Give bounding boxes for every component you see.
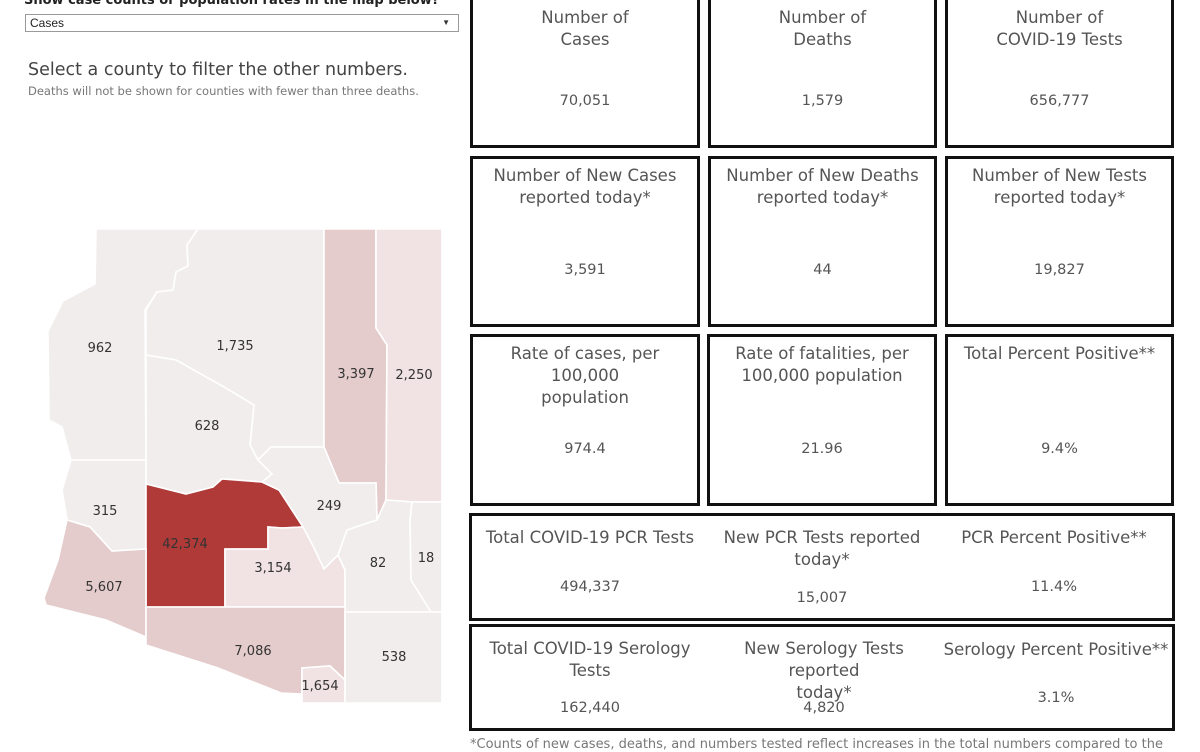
card-value: 656,777 [1029,93,1090,109]
card-value: 70,051 [559,93,611,109]
card-title: Number of COVID-19 Tests [996,8,1123,49]
card-case-rate[interactable]: Rate of cases, per 100,000 population 97… [470,334,700,506]
card-title: Total Percent Positive** [963,344,1156,363]
cell-title: Total COVID-19 Serology Tests [489,639,691,680]
cell-value: 4,820 [803,700,845,716]
county-label-greenlee: 18 [418,551,435,566]
card-title: Number of Cases [541,8,629,49]
pcr-total-tests: Total COVID-19 PCR Tests 494,337 [472,527,708,617]
county-label-santa-cruz: 1,654 [301,679,338,694]
serology-new-tests: New Serology Tests reported today* 4,820 [708,638,940,728]
county-cochise[interactable] [344,611,443,704]
county-label-apache: 2,250 [395,368,432,383]
card-title: Number of Deaths [778,8,867,49]
cell-value: 11.4% [1030,579,1078,595]
card-value: 44 [813,262,832,278]
arizona-county-map: 962 1,735 3,397 2,250 628 315 42,374 249… [43,228,443,704]
card-value: 3,591 [564,262,606,278]
county-label-maricopa: 42,374 [162,537,208,552]
cell-title: Total COVID-19 PCR Tests [485,528,695,547]
cell-value: 162,440 [560,700,620,716]
card-title: Rate of cases, per 100,000 population [510,344,660,407]
card-fatality-rate[interactable]: Rate of fatalities, per 100,000 populati… [707,334,937,506]
pcr-percent-positive: PCR Percent Positive** 11.4% [936,527,1172,617]
filter-label: Show case counts or population rates in … [24,0,440,8]
card-title: Rate of fatalities, per 100,000 populati… [735,344,909,385]
instructions-subtitle: Deaths will not be shown for counties wi… [28,84,419,98]
footnote: *Counts of new cases, deaths, and number… [470,737,1163,752]
card-title: Number of New Cases reported today* [493,166,677,207]
card-value: 1,579 [801,93,844,109]
card-new-cases[interactable]: Number of New Cases reported today* 3,59… [470,156,700,327]
county-label-mohave: 962 [88,341,113,356]
card-value: 9.4% [1041,441,1078,457]
card-value: 974.4 [564,441,606,457]
dropdown-selected-value: Cases [30,16,65,30]
card-title: Number of New Deaths reported today* [726,166,919,207]
dropdown-arrow-icon[interactable]: ▼ [442,18,450,27]
card-title: Number of New Tests reported today* [972,166,1147,207]
county-label-la-paz: 315 [93,504,118,519]
cell-value: 494,337 [560,579,620,595]
county-label-gila: 249 [317,499,342,514]
instructions-title: Select a county to filter the other numb… [28,60,408,80]
county-label-coconino: 1,735 [216,339,253,354]
card-number-of-cases[interactable]: Number of Cases 70,051 [470,0,700,148]
cell-title: New PCR Tests reported today* [723,528,921,569]
cell-title: Serology Percent Positive** [943,640,1169,659]
card-number-of-deaths[interactable]: Number of Deaths 1,579 [708,0,937,148]
county-label-yuma: 5,607 [85,580,122,595]
cell-title: New Serology Tests reported today* [744,639,904,702]
serology-total-tests: Total COVID-19 Serology Tests 162,440 [472,638,708,728]
card-new-deaths[interactable]: Number of New Deaths reported today* 44 [708,156,937,327]
card-value: 19,827 [1034,262,1085,278]
county-label-pinal: 3,154 [254,561,291,576]
cell-value: 3.1% [1037,690,1075,706]
county-label-cochise: 538 [382,650,407,665]
card-value: 21.96 [801,441,843,457]
cell-value: 15,007 [796,590,848,606]
pcr-new-tests: New PCR Tests reported today* 15,007 [708,527,936,617]
serology-tests-panel[interactable]: Total COVID-19 Serology Tests 162,440 Ne… [469,624,1175,731]
county-label-yavapai: 628 [195,419,220,434]
cell-title: PCR Percent Positive** [961,528,1147,547]
card-total-percent-positive[interactable]: Total Percent Positive** 9.4% [945,334,1174,506]
county-label-graham: 82 [370,556,387,571]
county-label-navajo: 3,397 [337,367,374,382]
serology-percent-positive: Serology Percent Positive** 3.1% [940,639,1172,729]
county-label-pima: 7,086 [234,644,271,659]
card-number-of-tests[interactable]: Number of COVID-19 Tests 656,777 [945,0,1174,148]
card-new-tests[interactable]: Number of New Tests reported today* 19,8… [945,156,1174,327]
map-measure-dropdown[interactable]: Cases ▼ [25,14,459,32]
pcr-tests-panel[interactable]: Total COVID-19 PCR Tests 494,337 New PCR… [469,513,1175,621]
